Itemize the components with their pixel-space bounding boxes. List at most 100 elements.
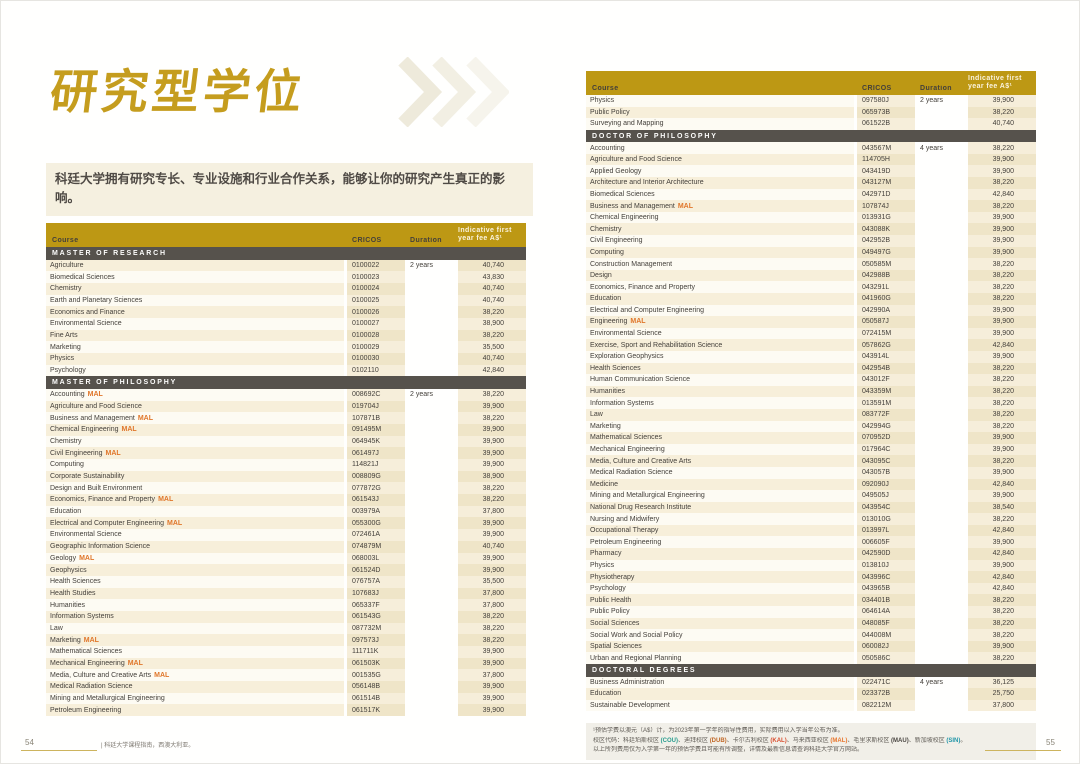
cricos-code: 043057B xyxy=(857,466,915,479)
cricos-code: 050585M xyxy=(857,258,915,270)
cricos-code: 042954B xyxy=(857,362,915,375)
course-name-cell: Exploration Geophysics xyxy=(586,350,854,363)
duration-value xyxy=(408,401,455,413)
course-name: Information Systems xyxy=(50,613,114,621)
course-name: Physics xyxy=(50,355,75,363)
duration-value xyxy=(408,693,455,705)
course-name: Chemistry xyxy=(590,225,622,233)
duration-value xyxy=(408,412,455,424)
fee-value: 38,220 xyxy=(968,652,1036,664)
cricos-code: 042971D xyxy=(857,188,915,201)
course-name: Agriculture and Food Science xyxy=(590,156,682,164)
course-name: Nursing and Midwifery xyxy=(590,515,660,523)
cricos-code: 042590D xyxy=(857,548,915,560)
fee-value: 37,800 xyxy=(968,699,1036,712)
course-name: Computing xyxy=(50,461,84,469)
cricos-code: 006605F xyxy=(857,536,915,549)
page-number-left: 54 xyxy=(25,738,34,747)
duration-value xyxy=(408,283,455,295)
cricos-code: 0100025 xyxy=(347,294,405,307)
course-name: Petroleum Engineering xyxy=(590,538,662,546)
course-name-cell: Chemical Engineering MAL xyxy=(46,423,344,436)
course-name-cell: Biomedical Sciences xyxy=(586,188,854,201)
fee-value: 38,220 xyxy=(458,494,526,506)
cricos-code: 072461A xyxy=(347,529,405,541)
footnote-segment: (COU) xyxy=(660,737,679,744)
cricos-code: 0100028 xyxy=(347,329,405,342)
cricos-code: 092090J xyxy=(857,478,915,491)
fee-value: 39,900 xyxy=(458,517,526,530)
course-name-cell: Business and Management MAL xyxy=(46,412,344,424)
cricos-code: 0100026 xyxy=(347,306,405,318)
course-name: Education xyxy=(590,690,622,698)
fee-value: 38,900 xyxy=(458,470,526,483)
table-row: Agriculture and Food Science 019704J 39,90… xyxy=(46,400,526,413)
fee-value: 38,900 xyxy=(458,317,526,330)
cricos-code: 061524D xyxy=(347,564,405,576)
table-row: Mathematical Sciences 111711K 39,900 xyxy=(46,646,526,658)
campus-tag: MAL xyxy=(127,660,143,668)
fee-value: 38,220 xyxy=(968,408,1036,421)
fee-value: 39,900 xyxy=(968,559,1036,572)
duration-value xyxy=(918,386,965,398)
fee-value: 37,800 xyxy=(458,505,526,518)
duration-value xyxy=(408,517,455,529)
table-row: Petroleum Engineering 061517K 39,900 xyxy=(46,704,526,717)
table-row: Environmental Science 072461A 39,900 xyxy=(46,529,526,541)
duration-value xyxy=(408,330,455,342)
table-row: Environmental Science 072415M 39,900 xyxy=(586,327,1036,340)
duration-value: 2 years xyxy=(410,391,433,399)
course-name: Civil Engineering xyxy=(590,237,643,245)
course-name: Computing xyxy=(590,248,624,256)
table-header-row: Course CRICOS Duration Indicative first year… xyxy=(46,223,526,247)
course-name-cell: Agriculture xyxy=(46,259,344,272)
table-row: Corporate Sustainability 008809G 38,900 xyxy=(46,470,526,483)
cricos-code: 061543J xyxy=(347,494,405,506)
table-row: Engineering MAL 050587J 39,900 xyxy=(586,316,1036,328)
cricos-code: 077872G xyxy=(347,482,405,495)
course-name: Humanities xyxy=(50,601,86,609)
fee-value: 39,900 xyxy=(968,640,1036,653)
course-name: Law xyxy=(50,624,63,632)
course-name-cell: Medical Radiation Science xyxy=(46,681,344,693)
course-name-cell: Health Sciences xyxy=(586,362,854,375)
cricos-code: 060082J xyxy=(857,640,915,653)
table-row: Media, Culture and Creative Arts MAL 00153… xyxy=(46,669,526,682)
course-name: Social Sciences xyxy=(590,619,640,627)
course-name: Accounting xyxy=(590,144,625,152)
course-name-cell: Electrical and Computer Engineering MAL xyxy=(46,517,344,530)
table-row: Economics, Finance and Property 043291L 38… xyxy=(586,281,1036,293)
fee-value: 39,900 xyxy=(458,681,526,693)
course-name-cell: Mathematical Sciences xyxy=(46,646,344,658)
campus-tag: MAL xyxy=(158,496,174,504)
course-name-cell: Exercise, Sport and Rehabilitation Scien… xyxy=(586,339,854,351)
fee-value: 38,220 xyxy=(968,385,1036,398)
cricos-code: 050586C xyxy=(857,652,915,664)
duration-value: 4 years xyxy=(920,678,943,686)
course-name-cell: Spatial Sciences xyxy=(586,640,854,653)
footer-caption: | 科廷大学课程指南，西澳大利亚。 xyxy=(101,743,195,749)
course-name-cell: Occupational Therapy xyxy=(586,524,854,537)
course-name-cell: Agriculture and Food Science xyxy=(586,153,854,166)
cricos-code: 043291L xyxy=(857,281,915,293)
course-name: Exercise, Sport and Rehabilitation Scien… xyxy=(590,341,723,349)
course-name: Spatial Sciences xyxy=(590,643,642,651)
course-name-cell: Human Communication Science xyxy=(586,374,854,386)
cricos-code: 034401B xyxy=(857,594,915,607)
course-name: Agriculture xyxy=(50,261,84,269)
course-name: Geophysics xyxy=(50,566,87,574)
duration-value xyxy=(918,479,965,491)
duration-value xyxy=(918,688,965,700)
fee-value: 38,220 xyxy=(968,606,1036,618)
course-name: Education xyxy=(590,295,622,303)
course-name-cell: Chemistry xyxy=(46,435,344,448)
course-name-cell: Physics xyxy=(46,353,344,365)
fee-value: 39,900 xyxy=(968,153,1036,166)
footnote-segment: 、迪拜校区 xyxy=(678,737,710,744)
table-row: Surveying and Mapping 061522B 40,740 xyxy=(586,118,1036,130)
cricos-code: 042990A xyxy=(857,304,915,317)
duration-value xyxy=(918,223,965,235)
duration-value xyxy=(408,318,455,330)
column-header-duration: Duration xyxy=(920,85,952,92)
table-row: Physics 013810J 39,900 xyxy=(586,559,1036,572)
